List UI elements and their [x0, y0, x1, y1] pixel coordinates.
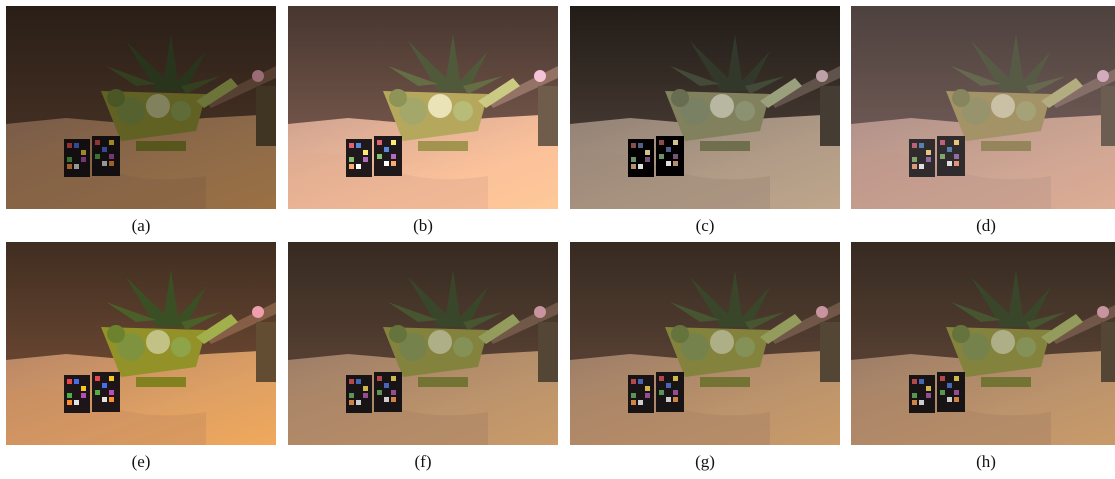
- panel: (a): [6, 6, 276, 236]
- caption: (f): [288, 452, 558, 472]
- panel: (d): [851, 6, 1115, 236]
- photo: [288, 6, 558, 209]
- caption: (b): [288, 216, 558, 236]
- panel: (f): [288, 242, 558, 472]
- panel: (e): [6, 242, 276, 472]
- caption: (g): [570, 452, 840, 472]
- panel: (h): [851, 242, 1115, 472]
- panel: (c): [570, 6, 840, 236]
- caption: (h): [851, 452, 1115, 472]
- caption: (a): [6, 216, 276, 236]
- figure: (() => { const data = JSON.parse(documen…: [0, 0, 1115, 479]
- caption: (c): [570, 216, 840, 236]
- caption: (e): [6, 452, 276, 472]
- photo: [570, 6, 840, 209]
- photo: [851, 6, 1115, 209]
- photo: [6, 6, 276, 209]
- photo: [570, 242, 840, 445]
- caption: (d): [851, 216, 1115, 236]
- photo: [288, 242, 558, 445]
- panel: (b): [288, 6, 558, 236]
- photo: [6, 242, 276, 445]
- panel: (g): [570, 242, 840, 472]
- photo: [851, 242, 1115, 445]
